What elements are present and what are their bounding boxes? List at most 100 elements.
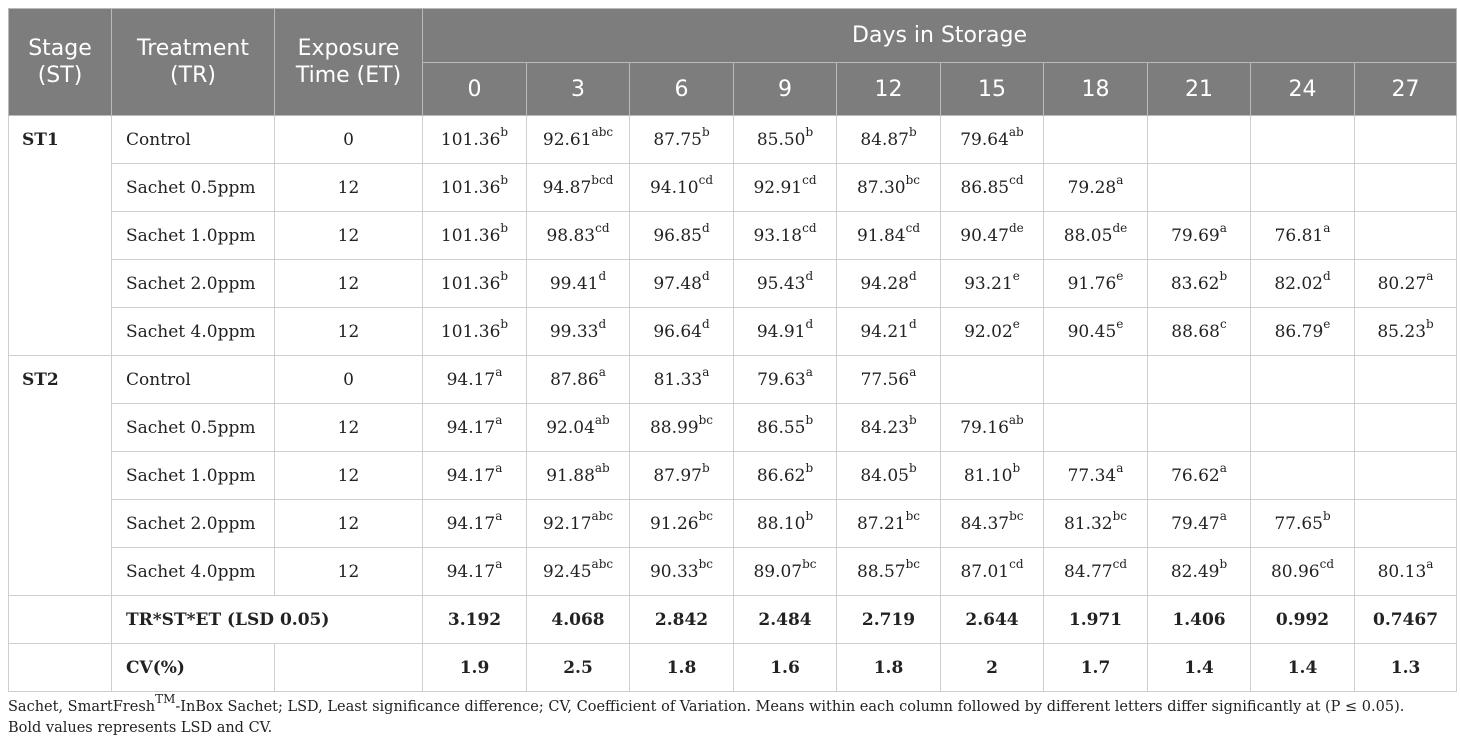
cell-value: 101.36 [440,321,501,342]
table-row: Sachet 0.5ppm 12 101.36b 94.87bcd 94.10cd 92.… [9,163,1458,212]
significance-letters: b [500,172,509,187]
cell-value: 94.17 [446,369,496,390]
table-row: Sachet 1.0ppm 12 94.17a 91.88ab 87.97b 86.62b… [9,451,1458,500]
value-cell [1147,163,1251,212]
cell-value: 79.28 [1067,177,1117,198]
value-cell [940,355,1044,404]
significance-letters: b [500,268,509,283]
cell-value: 94.17 [446,465,496,486]
cell-value: 99.41 [549,273,599,294]
cell-value: 92.17 [542,513,592,534]
summary-value: 1.971 [1043,595,1148,644]
cell-value: 89.07 [753,561,803,582]
value-cell: 101.36b [422,211,527,260]
value-cell: 92.17abc [526,499,630,548]
value-cell: 94.28d [836,259,941,308]
significance-letters: e [1323,316,1331,331]
table-row: Sachet 2.0ppm 12 94.17a 92.17abc 91.26bc 88.1… [9,499,1458,548]
value-cell [1353,451,1458,500]
value-cell: 88.99bc [629,403,734,452]
summary-value: 1.406 [1147,595,1251,644]
significance-letters: cd [802,172,817,187]
cell-value: 88.05 [1063,225,1113,246]
value-cell: 93.21e [940,259,1044,308]
significance-letters: cd [1319,556,1335,571]
exposure-cell: 0 [274,355,423,404]
summary-value: 4.068 [526,595,630,644]
value-cell [1250,355,1355,404]
header-day-21: 21 [1147,62,1251,116]
value-cell [1043,115,1148,164]
cell-value: 86.79 [1274,321,1324,342]
summary-value: 1.8 [629,643,734,692]
cell-value: 87.97 [653,465,702,486]
significance-letters: bc [1112,508,1128,523]
treatment-cell: Sachet 0.5ppm [111,403,275,452]
summary-value: 2.644 [940,595,1044,644]
exposure-cell: 12 [274,163,423,212]
significance-letters: d [908,316,917,331]
value-cell: 96.85d [629,211,734,260]
exposure-cell: 12 [274,211,423,260]
exposure-cell: 12 [274,403,423,452]
cell-value: 94.21 [860,321,909,342]
cell-value: 94.10 [649,177,699,198]
cell-value: 91.88 [546,465,595,486]
significance-letters: a [495,412,503,427]
cell-value: 87.86 [550,369,599,390]
value-cell: 94.17a [422,403,527,452]
treatment-cell: Sachet 2.0ppm [111,499,275,548]
cell-value: 86.85 [960,177,1010,198]
value-cell: 87.30bc [836,163,941,212]
value-cell: 90.47de [940,211,1044,260]
significance-letters: b [1012,460,1021,475]
value-cell: 87.97b [629,451,734,500]
value-cell: 81.10b [940,451,1044,500]
significance-letters: ab [594,460,610,475]
significance-letters: a [1426,556,1434,571]
value-cell [1250,115,1355,164]
value-cell [1147,403,1251,452]
significance-letters: a [1116,172,1124,187]
value-cell: 92.61abc [526,115,630,164]
value-cell: 91.84cd [836,211,941,260]
value-cell: 85.23b [1353,307,1458,356]
cell-value: 95.43 [756,273,806,294]
cell-value: 92.61 [542,129,592,150]
significance-letters: d [908,268,917,283]
cell-value: 79.63 [757,369,806,390]
significance-letters: a [1323,220,1331,235]
value-cell: 88.05de [1043,211,1148,260]
table-row: Sachet 2.0ppm 12 101.36b 99.41d 97.48d 95.43d… [9,259,1458,308]
cell-value: 94.17 [446,513,496,534]
trademark-mark: TM [155,692,176,707]
summary-value: 1.4 [1147,643,1251,692]
exposure-cell: 12 [274,307,423,356]
value-cell: 98.83cd [526,211,630,260]
value-cell: 84.05b [836,451,941,500]
significance-letters: bc [905,556,921,571]
summary-value: 1.8 [836,643,941,692]
header-day-18: 18 [1043,62,1148,116]
treatment-cell: Sachet 4.0ppm [111,547,275,596]
cell-value: 85.50 [756,129,806,150]
value-cell: 95.43d [733,259,837,308]
significance-letters: b [908,124,917,139]
significance-letters: d [701,220,710,235]
significance-letters: cd [1112,556,1128,571]
value-cell [1353,499,1458,548]
significance-letters: b [908,460,917,475]
footnote-text-2: -InBox Sachet; LSD, Least significance d… [175,699,1405,715]
value-cell: 81.32bc [1043,499,1148,548]
cell-value: 86.62 [756,465,806,486]
value-cell [1250,163,1355,212]
cell-value: 88.10 [756,513,806,534]
cell-value: 88.68 [1171,321,1220,342]
value-cell: 93.18cd [733,211,837,260]
value-cell [1250,403,1355,452]
significance-letters: cd [698,172,714,187]
significance-letters: cd [802,220,817,235]
data-table-container: Stage (ST) Treatment (TR) Exposure Time … [8,8,1458,692]
significance-letters: b [1322,508,1331,523]
summary-empty-cell [274,643,423,692]
